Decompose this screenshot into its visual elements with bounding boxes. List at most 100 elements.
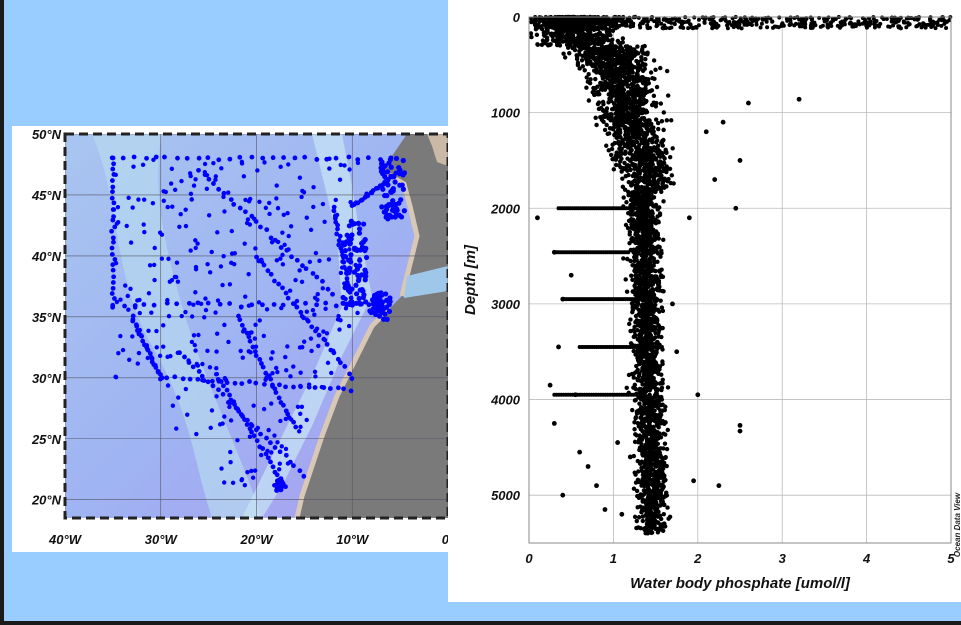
profile-point xyxy=(620,94,625,99)
station-dot xyxy=(193,290,198,295)
profile-point xyxy=(650,312,655,317)
profile-point xyxy=(640,352,646,357)
station-dot xyxy=(193,264,199,270)
profile-point xyxy=(664,168,669,173)
station-dot xyxy=(120,155,126,161)
station-dot xyxy=(243,197,248,203)
profile-point xyxy=(660,482,665,487)
station-dot xyxy=(287,288,293,293)
station-dot xyxy=(385,169,391,175)
station-dot xyxy=(111,161,117,167)
station-dot xyxy=(401,208,407,214)
station-dot xyxy=(357,257,363,263)
profile-point xyxy=(639,368,645,373)
station-dot xyxy=(335,222,341,228)
station-dot xyxy=(338,360,343,366)
station-dot xyxy=(359,286,365,293)
profile-point xyxy=(611,167,617,172)
station-dot xyxy=(186,358,191,363)
profile-point xyxy=(643,408,649,413)
station-dot xyxy=(109,228,114,234)
station-dot xyxy=(337,233,343,239)
profile-point xyxy=(640,428,645,434)
profile-point xyxy=(630,277,635,282)
station-dot xyxy=(130,313,136,319)
profile-point xyxy=(648,477,653,483)
station-dot xyxy=(246,349,251,354)
profile-point xyxy=(645,379,651,384)
station-dot xyxy=(359,272,365,278)
profile-point xyxy=(639,58,644,63)
profile-point xyxy=(658,65,663,71)
profile-point xyxy=(659,305,665,310)
profile-point xyxy=(656,334,661,339)
profile-point xyxy=(639,297,644,302)
station-dot xyxy=(283,446,289,452)
profile-point xyxy=(635,149,640,154)
station-dot xyxy=(214,331,220,336)
profile-point xyxy=(656,520,661,526)
station-dot xyxy=(283,354,288,360)
station-dot xyxy=(228,459,233,465)
station-dot xyxy=(268,271,274,277)
station-dot xyxy=(316,343,321,349)
profile-point xyxy=(642,491,647,497)
profile-point xyxy=(635,194,641,200)
profile-point xyxy=(654,512,659,517)
station-dot xyxy=(221,480,227,485)
profile-point xyxy=(653,456,658,462)
station-dot xyxy=(165,383,171,388)
station-dot xyxy=(271,302,277,307)
station-dot xyxy=(340,300,346,306)
profile-point xyxy=(643,249,649,254)
station-dot xyxy=(378,165,384,171)
profile-point xyxy=(647,401,652,406)
station-dot xyxy=(211,181,216,186)
station-dot xyxy=(135,361,140,366)
profile-point xyxy=(642,66,648,71)
profile-point xyxy=(535,42,540,47)
station-dot xyxy=(288,224,294,229)
profile-point xyxy=(669,118,674,123)
station-dot xyxy=(314,157,320,162)
station-dot xyxy=(221,194,226,200)
station-dot xyxy=(349,376,355,381)
profile-point xyxy=(696,17,701,22)
station-dot xyxy=(263,370,269,376)
profile-point xyxy=(651,263,656,268)
profile-point xyxy=(633,334,638,339)
profile-point xyxy=(653,220,659,226)
station-dot xyxy=(304,309,310,314)
station-dot xyxy=(304,417,309,423)
profile-point xyxy=(596,37,601,43)
station-dot xyxy=(230,480,236,486)
station-dot xyxy=(158,376,163,382)
profile-point xyxy=(627,321,632,327)
station-dot xyxy=(261,333,267,339)
profile-point xyxy=(656,489,662,495)
station-dot xyxy=(320,278,325,284)
profile-point xyxy=(658,380,664,386)
station-dot xyxy=(216,387,221,393)
profile-point xyxy=(609,63,614,68)
station-dot xyxy=(313,250,319,256)
station-dot xyxy=(294,298,300,304)
station-dot xyxy=(151,157,156,162)
profile-point xyxy=(603,75,608,80)
profile-point xyxy=(588,46,593,52)
profile-point xyxy=(636,165,641,170)
station-dot xyxy=(386,201,392,208)
station-dot xyxy=(238,412,244,417)
profile-point xyxy=(604,122,609,128)
station-dot xyxy=(110,155,116,161)
station-dot xyxy=(215,298,221,303)
station-dot xyxy=(384,297,390,303)
station-dot xyxy=(326,257,332,262)
profile-point xyxy=(637,350,642,355)
station-dot xyxy=(355,220,361,226)
station-dot xyxy=(334,231,340,237)
station-dot xyxy=(310,271,316,276)
profile-point xyxy=(617,119,622,124)
profile-point xyxy=(567,51,572,56)
station-dot xyxy=(231,399,237,404)
